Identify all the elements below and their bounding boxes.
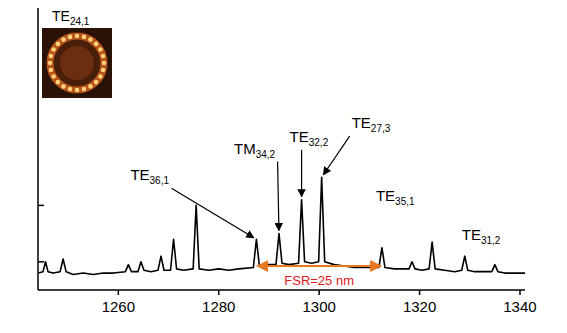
- inset-spot: [98, 74, 103, 79]
- inset-spot: [51, 74, 56, 79]
- mode-arrow: [171, 188, 253, 237]
- inset-core: [60, 46, 94, 80]
- mode-label: TE27,3: [352, 114, 391, 134]
- mode-label-sub: 36,1: [150, 175, 170, 186]
- inset-spot: [101, 68, 106, 73]
- mode-label: TE36,1: [130, 166, 169, 186]
- inset-spot: [68, 35, 73, 40]
- inset-spot: [102, 61, 107, 66]
- x-tick-label: 1320: [403, 298, 436, 315]
- inset-background: [42, 28, 112, 98]
- x-tick: [519, 290, 521, 295]
- inset-spot: [75, 34, 80, 39]
- mode-label-sub: 32,2: [309, 137, 329, 148]
- inset-spot: [101, 54, 106, 59]
- x-tick-label: 1260: [102, 298, 135, 315]
- x-axis: [38, 289, 525, 291]
- x-tick-label: 1300: [302, 298, 335, 315]
- x-tick: [118, 290, 120, 295]
- mode-label-sub: 27,3: [371, 123, 391, 134]
- y-tick: [38, 205, 44, 207]
- inset-spot: [56, 80, 61, 85]
- mode-arrow: [301, 150, 302, 197]
- inset-spot: [94, 42, 99, 47]
- inset-image: [42, 28, 112, 98]
- mode-label-sub: 35,1: [395, 196, 415, 207]
- fsr-label-background: [282, 273, 356, 288]
- inset-spot: [48, 61, 53, 66]
- plot-area: [38, 177, 525, 274]
- inset-label-sub: 24,1: [70, 16, 90, 27]
- mode-label-main: TE: [376, 187, 395, 204]
- inset-spot: [61, 37, 66, 42]
- spectrum-line: [38, 177, 525, 274]
- inset-label: TE24,1: [52, 8, 90, 27]
- inset-spot: [82, 35, 87, 40]
- mode-label: TM34,2: [234, 140, 276, 160]
- mode-arrow: [278, 162, 279, 231]
- x-tick: [218, 290, 220, 295]
- inset-spot: [49, 68, 54, 73]
- inset-spot: [75, 88, 80, 93]
- x-tick-label: 1340: [503, 298, 536, 315]
- inset-spot: [49, 54, 54, 59]
- inset-spot: [88, 37, 93, 42]
- fsr-arrow: [257, 265, 381, 267]
- chart: 12601280130013201340TE24,1TE36,1TM34,2TE…: [0, 0, 567, 333]
- inset-spot: [94, 80, 99, 85]
- inset-spot: [98, 47, 103, 52]
- mode-label-main: TE: [290, 128, 309, 145]
- inset-label-main: TE: [52, 8, 70, 24]
- mode-label-main: TE: [352, 114, 371, 131]
- inset-spot: [61, 84, 66, 89]
- mode-label-main: TE: [130, 166, 149, 183]
- x-tick: [318, 290, 320, 295]
- inset-spot: [82, 87, 87, 92]
- inset-ring: [50, 36, 104, 90]
- fsr-label: FSR=25 nm: [284, 273, 354, 288]
- inset-spot: [68, 87, 73, 92]
- mode-label: TE32,2: [290, 128, 329, 148]
- y-tick: [38, 261, 44, 263]
- inset-spot: [56, 42, 61, 47]
- inset-spot: [51, 47, 56, 52]
- mode-label: TE31,2: [462, 226, 501, 246]
- mode-label: TE35,1: [376, 187, 415, 207]
- x-tick: [419, 290, 421, 295]
- inset-spot: [88, 84, 93, 89]
- mode-label-main: TE: [462, 226, 481, 243]
- mode-label-sub: 34,2: [256, 149, 276, 160]
- x-tick-label: 1280: [202, 298, 235, 315]
- y-axis: [37, 8, 39, 290]
- mode-label-sub: 31,2: [481, 235, 501, 246]
- mode-label-main: TM: [234, 140, 256, 157]
- mode-arrow: [323, 136, 349, 175]
